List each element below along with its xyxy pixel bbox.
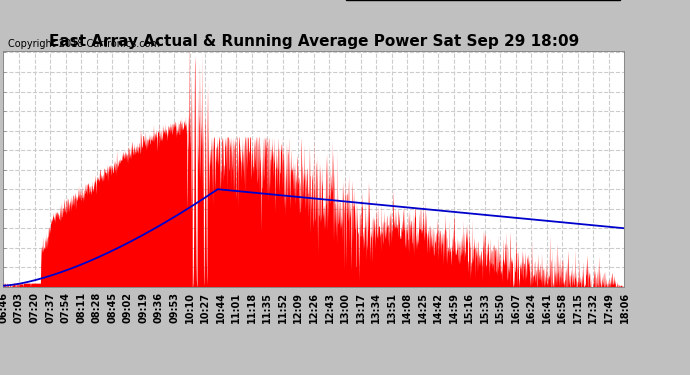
Text: Copyright 2018 Cartronics.com: Copyright 2018 Cartronics.com (8, 39, 160, 50)
Title: East Array Actual & Running Average Power Sat Sep 29 18:09: East Array Actual & Running Average Powe… (49, 34, 579, 50)
